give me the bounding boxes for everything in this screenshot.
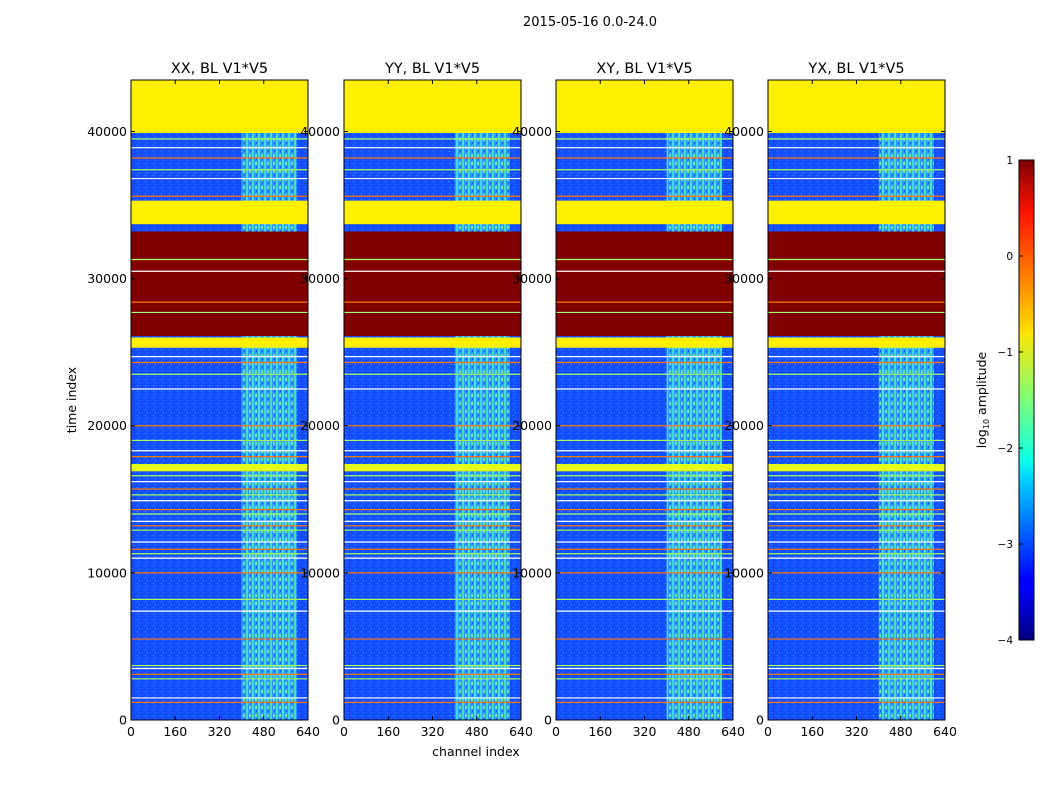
colorbar-tick-label: −1 xyxy=(998,347,1013,359)
x-tick-label: 640 xyxy=(721,724,745,739)
rfi-region xyxy=(666,80,722,720)
x-tick-label: 160 xyxy=(800,724,824,739)
heatmap-band xyxy=(344,464,521,472)
panel-1: XX, BL V1*V5 0 160 320 480 640 0 10000 20000 3000… xyxy=(87,61,320,739)
y-tick-label: 10000 xyxy=(87,565,127,580)
heatmap-band xyxy=(768,464,945,472)
heatmap-band xyxy=(556,464,733,472)
y-tick-label: 30000 xyxy=(87,271,127,286)
panel-2: YY, BL V1*V5 0 160 320 480 640 0 10000 20000 3000… xyxy=(300,61,533,739)
panel-4: YX, BL V1*V5 0 160 320 480 640 0 10000 20000 3000… xyxy=(724,61,957,739)
y-tick-label: 0 xyxy=(756,713,764,728)
x-tick-label: 160 xyxy=(163,724,187,739)
panel-title: XX, BL V1*V5 xyxy=(171,61,268,77)
colorbar-tick-label: −3 xyxy=(998,539,1013,551)
colorbar-tick-label: 0 xyxy=(1006,251,1013,263)
panels-layer: XX, BL V1*V5 0 160 320 480 640 0 10000 20000 3000… xyxy=(87,61,957,739)
y-tick-label: 40000 xyxy=(512,124,552,139)
x-tick-label: 640 xyxy=(933,724,957,739)
x-tick-label: 640 xyxy=(509,724,533,739)
y-tick-label: 20000 xyxy=(512,418,552,433)
x-tick-label: 480 xyxy=(252,724,276,739)
panel-title: YY, BL V1*V5 xyxy=(384,61,480,77)
y-tick-label: 30000 xyxy=(512,271,552,286)
panel-title: XY, BL V1*V5 xyxy=(596,61,692,77)
x-axis-label: channel index xyxy=(432,744,520,759)
rfi-region xyxy=(241,80,297,720)
heatmap-band xyxy=(768,80,945,133)
x-tick-label: 480 xyxy=(677,724,701,739)
heatmap-band xyxy=(768,200,945,225)
heatmap-band xyxy=(344,337,521,348)
colorbar-tick-label: 1 xyxy=(1006,155,1013,167)
x-tick-label: 320 xyxy=(421,724,445,739)
heatmap-band xyxy=(768,231,945,336)
x-tick-label: 640 xyxy=(296,724,320,739)
heatmap-band xyxy=(344,231,521,336)
x-tick-label: 160 xyxy=(588,724,612,739)
x-tick-label: 320 xyxy=(208,724,232,739)
y-tick-label: 10000 xyxy=(724,565,764,580)
colorbar-tick-label: −4 xyxy=(998,635,1014,647)
heatmap-band xyxy=(131,464,308,472)
heatmap-band xyxy=(131,231,308,336)
y-tick-label: 0 xyxy=(332,713,340,728)
x-tick-label: 0 xyxy=(340,724,348,739)
x-tick-label: 0 xyxy=(127,724,135,739)
heatmap-band xyxy=(556,231,733,336)
y-tick-label: 40000 xyxy=(87,124,127,139)
y-tick-label: 20000 xyxy=(724,418,764,433)
y-tick-label: 40000 xyxy=(300,124,340,139)
y-tick-label: 10000 xyxy=(300,565,340,580)
x-tick-label: 480 xyxy=(889,724,913,739)
heatmap-band xyxy=(556,337,733,348)
colorbar-tick-label: −2 xyxy=(998,443,1013,455)
x-tick-label: 0 xyxy=(764,724,772,739)
heatmap-band xyxy=(344,200,521,225)
heatmap-band xyxy=(131,80,308,133)
rfi-region xyxy=(878,80,934,720)
heatmap-band xyxy=(556,80,733,133)
y-tick-label: 30000 xyxy=(724,271,764,286)
rfi-region xyxy=(454,80,510,720)
x-tick-label: 320 xyxy=(845,724,869,739)
heatmap-band xyxy=(131,200,308,225)
colorbar-gradient xyxy=(1018,159,1035,641)
y-axis-label: time index xyxy=(64,367,79,433)
heatmap-band xyxy=(344,80,521,133)
y-tick-label: 20000 xyxy=(87,418,127,433)
y-tick-label: 40000 xyxy=(724,124,764,139)
x-tick-label: 160 xyxy=(376,724,400,739)
y-tick-label: 0 xyxy=(119,713,127,728)
panel-3: XY, BL V1*V5 0 160 320 480 640 0 10000 20000 3000… xyxy=(512,61,745,739)
heatmap-band xyxy=(131,337,308,348)
y-tick-label: 0 xyxy=(544,713,552,728)
x-tick-label: 0 xyxy=(552,724,560,739)
y-tick-label: 20000 xyxy=(300,418,340,433)
panel-title: YX, BL V1*V5 xyxy=(807,61,904,77)
heatmap-band xyxy=(768,337,945,348)
heatmap-band xyxy=(556,200,733,225)
colorbar-label: log10 amplitude xyxy=(974,351,991,448)
colorbar: 1 0 −1 −2 −3 −4 log10 amplitude xyxy=(974,155,1035,647)
x-tick-label: 320 xyxy=(633,724,657,739)
figure-suptitle: 2015-05-16 0.0-24.0 xyxy=(523,15,657,30)
x-tick-label: 480 xyxy=(465,724,489,739)
y-tick-label: 10000 xyxy=(512,565,552,580)
y-tick-label: 30000 xyxy=(300,271,340,286)
